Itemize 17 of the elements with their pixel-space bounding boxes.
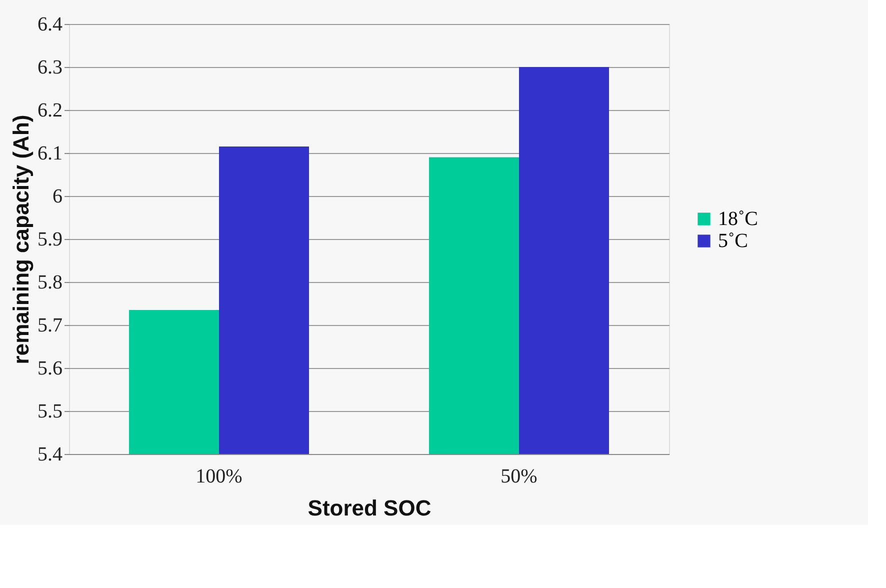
y-tick-label: 6	[52, 186, 62, 208]
y-tick-label: 5.6	[38, 358, 62, 380]
y-tick-label: 5.5	[38, 400, 62, 422]
y-tick-label: 5.4	[38, 444, 62, 466]
y-tick-label: 5.9	[38, 228, 62, 250]
y-tick-label: 5.7	[38, 314, 62, 336]
x-tick-label: 100%	[196, 466, 242, 488]
y-axis-title: remaining capacity (Ah)	[8, 114, 34, 364]
y-tick-label: 6.4	[38, 14, 62, 36]
legend-label: 5˚C	[718, 230, 748, 252]
x-axis-title: Stored SOC	[308, 496, 432, 520]
y-tick-label: 6.1	[38, 142, 62, 164]
legend-label: 18˚C	[718, 208, 758, 230]
y-tick-label: 6.3	[38, 56, 62, 78]
y-tick-label: 5.8	[38, 272, 62, 294]
y-tick-label: 6.2	[38, 100, 62, 122]
x-tick-label: 50%	[500, 466, 538, 488]
